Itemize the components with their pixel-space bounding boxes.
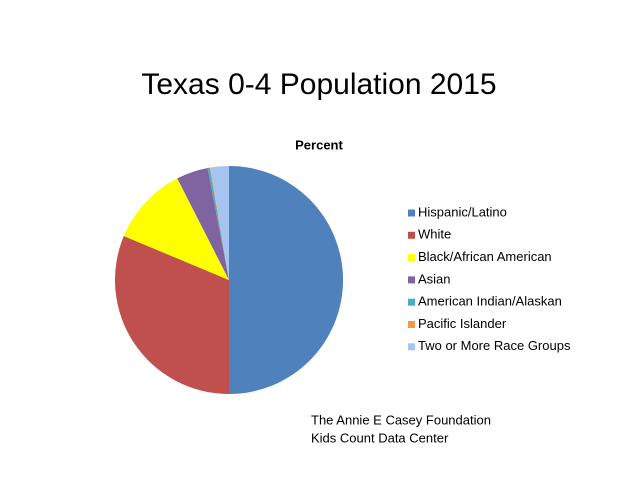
pie-slice (114, 236, 229, 394)
legend-swatch (408, 276, 415, 284)
legend-label: White (418, 227, 451, 242)
legend-label: Pacific Islander (418, 316, 507, 331)
legend-label: Hispanic/Latino (418, 204, 507, 219)
legend-swatch (408, 343, 415, 351)
source-line: The Annie E Casey Foundation (311, 412, 491, 427)
chart-title: Texas 0-4 Population 2015 (141, 68, 496, 101)
pie-slice (207, 167, 229, 280)
legend-label: American Indian/Alaskan (418, 294, 562, 309)
legend-label: Two or More Race Groups (418, 338, 571, 353)
legend-label: Asian (418, 271, 451, 286)
pie-slice (229, 166, 344, 394)
legend-label: Black/African American (418, 249, 552, 264)
legend-swatch (408, 321, 415, 328)
legend-swatch (408, 231, 415, 239)
legend-swatch (408, 298, 415, 306)
pie-slice (210, 166, 229, 280)
legend-swatch (408, 209, 415, 217)
chart-subtitle: Percent (295, 137, 343, 152)
pie-slice (123, 178, 229, 280)
legend-swatch (408, 254, 415, 262)
pie-slice (177, 168, 229, 280)
source-line: Kids Count Data Center (311, 430, 449, 445)
pie-slice (209, 167, 229, 280)
